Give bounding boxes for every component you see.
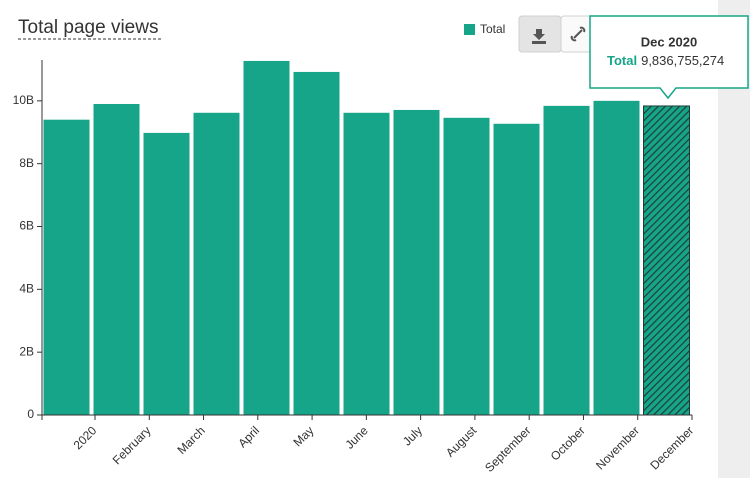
x-tick-label: June: [342, 423, 371, 452]
bar: [243, 60, 290, 416]
bar: [43, 119, 90, 416]
y-tick-label: 0: [27, 407, 34, 421]
x-tick-label: December: [647, 423, 696, 472]
x-tick-label: August: [443, 423, 480, 460]
bar: [543, 105, 590, 416]
x-tick-label: November: [593, 423, 642, 472]
x-tick-label: February: [110, 423, 154, 467]
legend-label[interactable]: Total: [480, 22, 505, 36]
bar: [593, 100, 640, 416]
tooltip-line: Total 9,836,755,274: [607, 53, 724, 68]
legend-swatch: [464, 24, 475, 35]
bar: [493, 123, 540, 415]
download-icon: [532, 29, 546, 44]
bar: [343, 112, 390, 416]
bar: [193, 112, 240, 416]
x-tick-label: October: [548, 423, 588, 463]
tooltip-title: Dec 2020: [641, 34, 697, 49]
x-tick-label: September: [482, 423, 533, 474]
bar: [393, 109, 440, 415]
bar: [643, 105, 690, 416]
x-tick-label: July: [400, 423, 425, 448]
y-tick-label: 6B: [19, 219, 34, 233]
bar: [293, 71, 340, 415]
x-tick-label: 2020: [71, 423, 100, 452]
y-tick-label: 4B: [19, 282, 34, 296]
bar: [443, 117, 490, 416]
x-tick-label: May: [291, 423, 317, 449]
y-tick-label: 10B: [13, 93, 34, 107]
tooltip-box: [589, 15, 749, 100]
link-icon: [570, 26, 586, 42]
tooltip: Dec 2020 Total 9,836,755,274: [589, 15, 749, 100]
tooltip-value: 9,836,755,274: [641, 53, 724, 68]
chart-title[interactable]: Total page views: [18, 17, 158, 38]
y-tick-label: 8B: [19, 156, 34, 170]
bar: [143, 132, 190, 415]
x-tick-label: April: [235, 423, 262, 450]
bar: [93, 103, 140, 415]
tooltip-series: Total: [607, 53, 637, 68]
y-tick-label: 2B: [19, 344, 34, 358]
x-tick-label: March: [174, 423, 207, 456]
